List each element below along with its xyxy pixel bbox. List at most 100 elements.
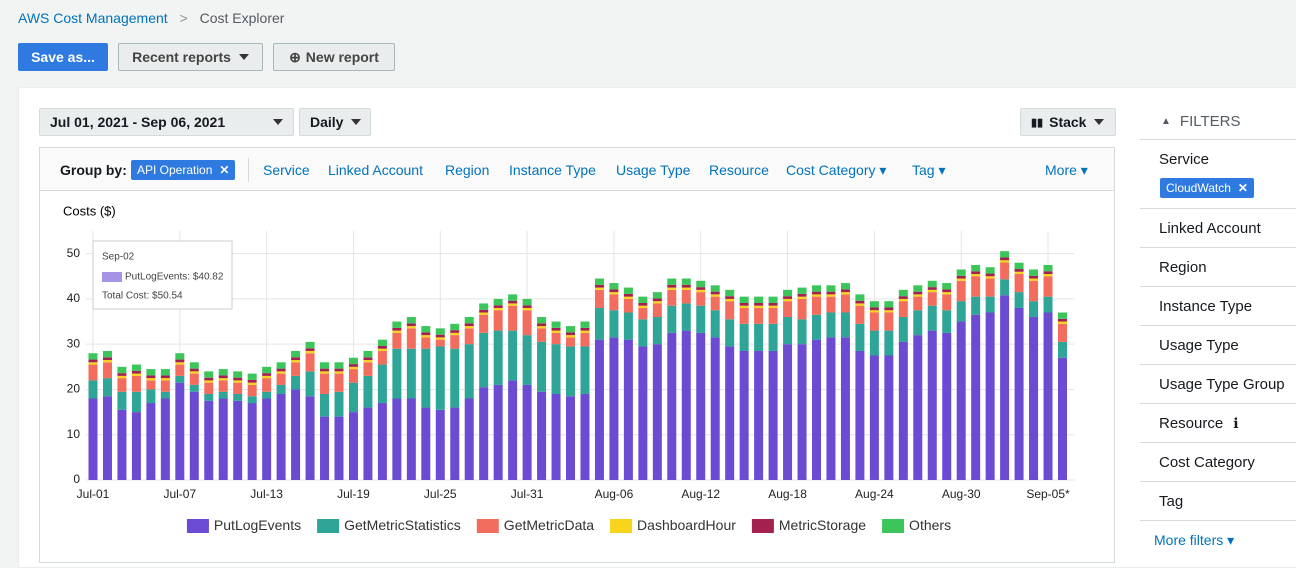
filter-item[interactable]: Usage Type [1140, 326, 1296, 365]
group-option[interactable]: Tag ▾ [912, 162, 946, 178]
bar-segment [189, 371, 199, 374]
bar-segment [117, 375, 127, 379]
filter-item[interactable]: Tag [1140, 482, 1296, 521]
bar-segment [797, 293, 807, 297]
bar-segment [320, 416, 330, 480]
group-option[interactable]: Linked Account [328, 162, 423, 178]
group-option[interactable]: More ▾ [1045, 162, 1088, 178]
bar-segment [898, 298, 908, 302]
bar-segment [985, 276, 995, 279]
bar-segment [334, 416, 344, 480]
bar-segment [435, 409, 445, 480]
bar-segment [652, 301, 662, 304]
bar-segment [840, 289, 850, 293]
more-filters[interactable]: More filters ▾ [1154, 532, 1235, 548]
filters-header[interactable]: ▲ FILTERS [1140, 104, 1296, 140]
recent-button[interactable]: Recent reports [118, 43, 263, 71]
y-tick-label: 20 [67, 382, 81, 396]
label: Service [1159, 151, 1210, 168]
bar-segment [522, 384, 532, 480]
group-option[interactable]: Cost Category ▾ [786, 162, 887, 178]
x-tick-label: Aug-18 [768, 487, 807, 501]
bar-segment [551, 393, 561, 480]
filter-item[interactable]: Instance Type [1140, 287, 1296, 326]
bar-segment [783, 317, 793, 345]
bar-segment [1057, 312, 1067, 319]
bar-segment [377, 350, 387, 365]
bar-segment [204, 400, 214, 480]
date-range[interactable]: Jul 01, 2021 - Sep 06, 2021 [39, 108, 294, 136]
bar-segment [768, 305, 778, 308]
bar-segment [797, 319, 807, 345]
bar-segment [609, 310, 619, 338]
bar-segment [812, 291, 821, 295]
bar-segment [1014, 262, 1024, 270]
label: Cost Category [786, 162, 876, 178]
bar-segment [739, 302, 749, 306]
bar-segment [233, 371, 243, 378]
filter-item[interactable]: Service [1140, 140, 1296, 209]
bar-segment [551, 332, 561, 345]
label: Save as... [31, 49, 95, 65]
bar-segment [421, 335, 431, 338]
bar-segment [175, 353, 185, 360]
chart: Costs ($) 0 10 20 30 40 50 Jul-01 Jul-07 Jul-13 Ju… [63, 203, 1075, 533]
tooltip-line: Total Cost: $50.54 [102, 291, 183, 302]
group-option[interactable]: Instance Type [509, 162, 596, 178]
bar-segment [102, 396, 112, 480]
info-icon[interactable]: ℹ [1233, 414, 1239, 431]
label: Tag [912, 162, 935, 178]
bar-segment [1043, 312, 1053, 480]
save-button[interactable]: Save as... [18, 43, 108, 71]
bar-segment [551, 330, 561, 333]
group-option[interactable]: Service [263, 162, 310, 178]
bar-segment [956, 278, 966, 281]
group-chip[interactable]: API Operation ✕ [131, 160, 236, 180]
bar-segment [377, 364, 387, 404]
bar-segment [580, 393, 590, 480]
bar-segment [566, 332, 576, 336]
bar-segment [493, 298, 503, 306]
bar-segment [479, 312, 489, 315]
bar-segment [869, 330, 879, 356]
bar-segment [508, 300, 518, 304]
granularity[interactable]: Daily [299, 108, 371, 136]
group-option[interactable]: Usage Type [616, 162, 691, 178]
bar-segment [956, 301, 966, 322]
bar-segment [479, 314, 489, 333]
icon: ▲ [1161, 116, 1171, 127]
remove[interactable]: ✕ [219, 163, 230, 177]
bar-segment [681, 330, 691, 480]
bar-segment [768, 323, 778, 351]
bar-segment [594, 278, 604, 285]
chart-style[interactable]: ▮▮ Stack [1020, 108, 1116, 136]
filter-item[interactable]: Linked Account [1140, 209, 1296, 248]
filter-item[interactable]: Resource ℹ [1140, 404, 1296, 443]
remove[interactable]: ✕ [1237, 181, 1248, 195]
label: Usage Type [1159, 336, 1239, 354]
bar-segment [855, 294, 865, 301]
x-tick-label: Jul-07 [163, 487, 196, 501]
bar-segment [117, 409, 127, 480]
group-option[interactable]: Region [445, 162, 490, 178]
group-option[interactable]: Resource [709, 162, 769, 178]
bar-segment [927, 289, 937, 293]
bar-segment [710, 337, 720, 480]
bar-segment [218, 375, 228, 379]
bar-segment [696, 287, 706, 290]
bar-segment [696, 292, 706, 306]
filter-item[interactable]: Region [1140, 248, 1296, 287]
bar-segment [305, 348, 315, 351]
new-report-button[interactable]: ⊕ New report [273, 43, 395, 71]
bar-segment [826, 291, 836, 295]
bar-segment [291, 350, 301, 358]
bar-segment [146, 375, 156, 379]
bar-segment [551, 321, 561, 328]
breadcrumb-root[interactable]: AWS Cost Management [18, 10, 168, 26]
bar-segment [160, 378, 170, 381]
bar-segment [392, 321, 402, 328]
filter-item[interactable]: Cost Category [1140, 443, 1296, 482]
filter-item[interactable]: Usage Type Group [1140, 365, 1296, 404]
bar-segment [1000, 260, 1010, 263]
filter-chip[interactable]: CloudWatch ✕ [1160, 178, 1254, 198]
